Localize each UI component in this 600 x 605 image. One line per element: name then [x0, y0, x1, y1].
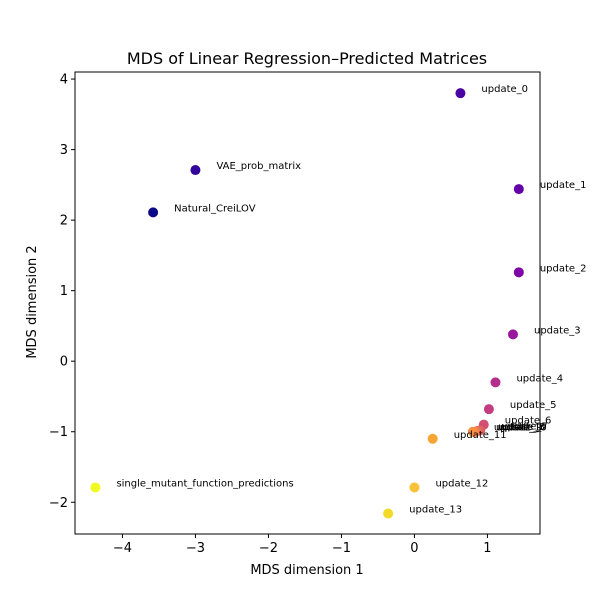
data-point: [483, 404, 494, 415]
x-tick-label: 0: [410, 541, 418, 556]
y-tick-label: 3: [60, 143, 68, 158]
y-tick-label: −1: [49, 425, 68, 440]
data-point: [148, 207, 159, 218]
point-label: update_7: [501, 421, 548, 432]
x-tick-label: −4: [113, 541, 132, 556]
point-label: update_11: [454, 430, 507, 441]
point-label: update_1: [540, 180, 587, 191]
point-label: update_6: [505, 416, 552, 427]
point-label: update_2: [540, 263, 587, 274]
data-point: [427, 433, 438, 444]
point-label: update_3: [534, 325, 581, 336]
data-point: [190, 165, 201, 176]
data-point: [383, 508, 394, 519]
axes-frame: [74, 71, 541, 535]
point-label: update_9: [496, 423, 543, 434]
point-label: VAE_prob_matrix: [216, 161, 301, 172]
point-label: update_0: [481, 84, 528, 95]
y-tick-label: 1: [60, 284, 68, 299]
point-label: update_12: [435, 478, 488, 489]
chart-title: MDS of Linear Regression–Predicted Matri…: [127, 49, 487, 68]
y-tick-label: 2: [60, 214, 68, 229]
point-label: single_mutant_function_predictions: [116, 478, 293, 489]
y-tick-label: −2: [49, 496, 68, 511]
y-axis-label: MDS dimension 2: [25, 245, 40, 358]
x-tick-label: −3: [186, 541, 205, 556]
plot-area: update_0VAE_prob_matrixNatural_CreiLOVup…: [49, 71, 587, 556]
point-label: update_8: [498, 422, 545, 433]
y-tick-label: 4: [60, 73, 68, 88]
x-tick-label: 1: [483, 541, 491, 556]
data-point: [409, 482, 420, 493]
data-point: [467, 426, 478, 437]
data-point: [513, 184, 524, 195]
data-point: [513, 267, 524, 278]
data-point: [90, 482, 101, 493]
point-label: update_5: [510, 400, 557, 411]
point-label: update_13: [409, 505, 462, 516]
point-label: Natural_CreiLOV: [174, 203, 256, 214]
point-label: update_10: [494, 423, 547, 434]
data-point: [490, 377, 501, 388]
x-tick-label: −2: [259, 541, 278, 556]
data-point: [507, 329, 518, 340]
x-tick-label: −1: [332, 541, 351, 556]
y-tick-label: 0: [60, 355, 68, 370]
x-axis-label: MDS dimension 1: [250, 563, 363, 578]
data-point: [455, 88, 466, 99]
